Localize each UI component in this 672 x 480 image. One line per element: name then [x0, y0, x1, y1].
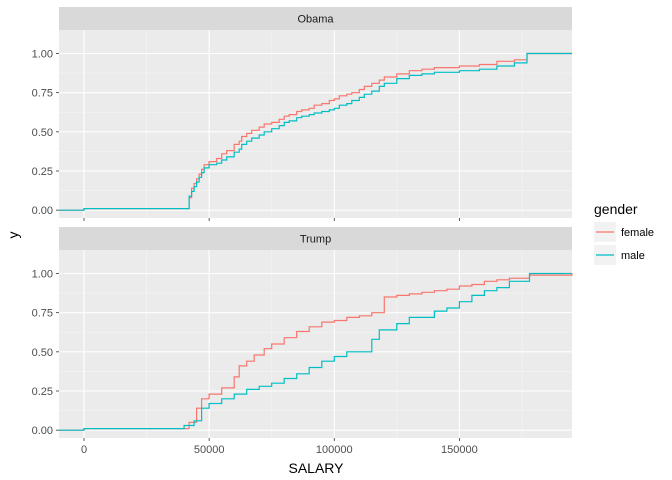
panel-background: [59, 250, 572, 438]
facet-strip: [59, 7, 572, 30]
legend: gender female male: [594, 201, 654, 265]
series-line-male: [59, 272, 572, 431]
series-line-female: [59, 273, 573, 431]
y-tick-label: 1.00: [32, 49, 53, 61]
series-line-female: [59, 52, 572, 211]
legend-label-female: female: [621, 227, 654, 239]
legend-title: gender: [594, 201, 638, 217]
x-tick-label: 0: [81, 444, 87, 456]
series-line-male: [59, 52, 572, 211]
legend-label-male: male: [621, 250, 645, 262]
legend-entry-male: male: [594, 245, 645, 265]
y-tick-label: 0.50: [32, 347, 53, 359]
y-tick-label: 1.00: [32, 269, 53, 281]
facet-panel-obama: Obama 0.00 0.25 0.50 0.75 1.00: [32, 7, 572, 221]
y-tick-label: 0.00: [32, 205, 53, 217]
y-tick-label: 0.75: [32, 308, 53, 320]
y-axis-title: y: [5, 232, 21, 239]
facet-strip: [59, 227, 572, 250]
y-tick-label: 0.25: [32, 386, 53, 398]
x-tick-label: 150000: [441, 444, 478, 456]
x-tick-label: 100000: [316, 444, 353, 456]
panel-background: [59, 30, 572, 218]
legend-entry-female: female: [594, 222, 654, 242]
facet-panel-trump: Trump 0.00 0.25 0.50 0.75 1.00: [32, 227, 573, 441]
facet-strip-label: Trump: [300, 234, 331, 246]
facet-panels: Obama 0.00 0.25 0.50 0.75 1.00 Trump 0.00 0.25 0.…: [32, 7, 573, 456]
y-tick-label: 0.50: [32, 127, 53, 139]
y-tick-label: 0.00: [32, 425, 53, 437]
y-tick-label: 0.25: [32, 166, 53, 178]
x-tick-label: 50000: [194, 444, 225, 456]
facet-strip-label: Obama: [297, 14, 334, 26]
x-axis-title: SALARY: [289, 460, 345, 476]
y-tick-label: 0.75: [32, 88, 53, 100]
